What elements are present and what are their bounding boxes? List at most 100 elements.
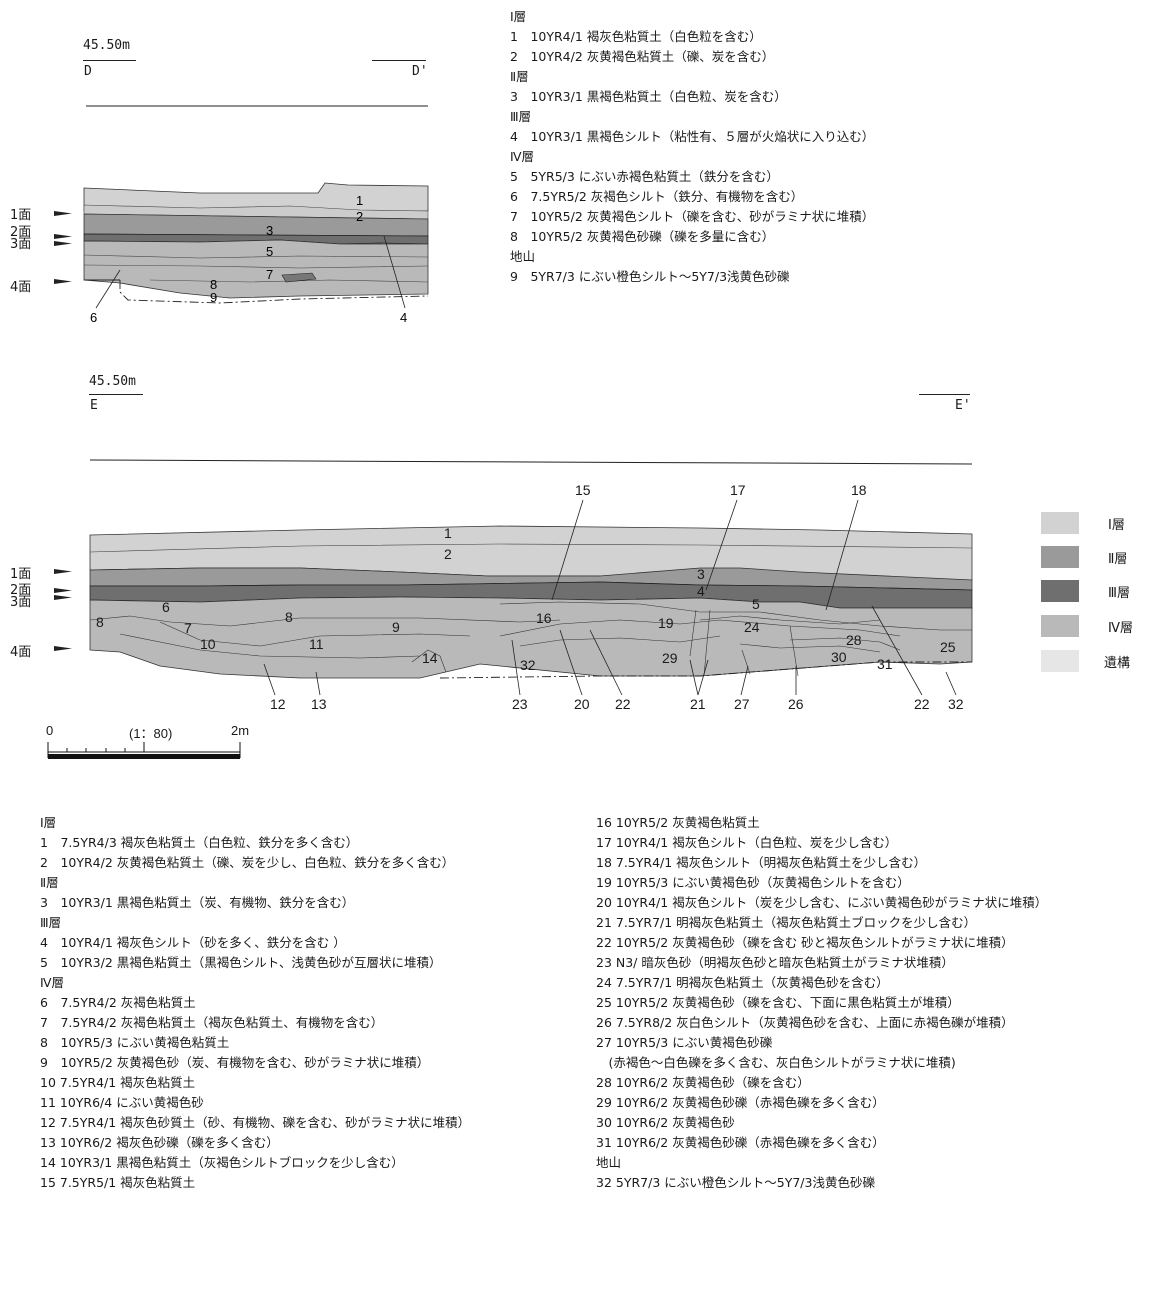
key-swatch-layer-1 <box>1041 512 1079 534</box>
surface-label-2: 2面 <box>10 225 32 240</box>
e-num-25: 25 <box>940 639 956 655</box>
e-callout-13: 13 <box>311 696 327 712</box>
legend-e-line: 7 7.5YR4/2 灰褐色粘質土（褐灰色粘質土、有機物を含む） <box>40 1015 384 1030</box>
profile-d-right-rule <box>372 60 426 61</box>
legend-e-line: 8 10YR5/3 にぶい黄褐色粘質土 <box>40 1035 230 1050</box>
e-num-7: 7 <box>184 620 192 636</box>
legend-e-line: 20 10YR4/1 褐灰色シルト（炭を少し含む、にぶい黄褐色砂がラミナ状に堆積… <box>596 895 1048 910</box>
surface-label-4: 4面 <box>10 645 32 660</box>
e-num-11: 11 <box>309 636 324 652</box>
legend-e-line: Ⅱ層 <box>40 875 59 890</box>
legend-d-line: 3 10YR3/1 黒褐色粘質土（白色粒、炭を含む） <box>510 89 787 104</box>
legend-e-line: 19 10YR5/3 にぶい黄褐色砂（灰黄褐色シルトを含む） <box>596 875 910 890</box>
legend-d-line: 1 10YR4/1 褐灰色粘質土（白色粒を含む） <box>510 29 762 44</box>
e-num-14: 14 <box>422 650 438 666</box>
legend-e-line: Ⅲ層 <box>40 915 62 930</box>
e-callout-22: 22 <box>615 696 631 712</box>
profile-e-elevation: 45.50m <box>89 374 136 389</box>
legend-e-line: 25 10YR5/2 灰黄褐色砂（礫を含む、下面に黒色粘質土が堆積） <box>596 995 960 1010</box>
surface-arrows <box>54 569 72 651</box>
legend-d-line: 9 5YR7/3 にぶい橙色シルト～5Y7/3浅黄色砂礫 <box>510 269 790 284</box>
scale-start: 0 <box>46 723 54 738</box>
legend-e-line: 6 7.5YR4/2 灰褐色粘質土 <box>40 995 196 1010</box>
legend-e-line: Ⅳ層 <box>40 975 65 990</box>
legend-e-line: 9 10YR5/2 灰黄褐色砂（炭、有機物を含む、砂がラミナ状に堆積） <box>40 1055 430 1070</box>
legend-e-line: 21 7.5YR7/1 明褐灰色粘質土（褐灰色粘質土ブロックを少し含む） <box>596 915 977 930</box>
e-callout-12: 12 <box>270 696 286 712</box>
legend-e-line: 10 7.5YR4/1 褐灰色粘質土 <box>40 1075 196 1090</box>
scale-end: 2m <box>231 723 250 738</box>
legend-d-line: 8 10YR5/2 灰黄褐色砂礫（礫を多量に含む） <box>510 229 775 244</box>
legend-e-line: 24 7.5YR7/1 明褐灰色粘質土（灰黄褐色砂を含む） <box>596 975 889 990</box>
profile-d-section: 1 2 3 5 7 8 9 6 4 <box>54 105 429 325</box>
key-label-layer-4: Ⅳ層 <box>1108 621 1133 636</box>
e-callout-22b: 22 <box>914 696 930 712</box>
d-num-2: 2 <box>356 209 363 224</box>
d-num-7: 7 <box>266 267 273 282</box>
legend-e-line: 13 10YR6/2 褐灰色砂礫（礫を多く含む） <box>40 1135 279 1150</box>
e-num-1: 1 <box>444 525 452 541</box>
e-num-8: 8 <box>285 609 293 625</box>
legend-e-line: 15 7.5YR5/1 褐灰色粘質土 <box>40 1175 196 1190</box>
e-num-3: 3 <box>697 566 705 582</box>
e-num-5: 5 <box>752 596 760 612</box>
e-num-4: 4 <box>697 583 705 599</box>
key-swatch-layer-2 <box>1041 546 1079 568</box>
d-num-9: 9 <box>210 290 217 305</box>
d-num-3: 3 <box>266 223 273 238</box>
legend-d-line: Ⅲ層 <box>510 109 532 124</box>
profile-e-section <box>54 459 973 696</box>
surface-arrows <box>54 211 72 284</box>
legend-e-line: 17 10YR4/1 褐灰色シルト（白色粒、炭を少し含む） <box>596 835 898 850</box>
e-callout-23: 23 <box>512 696 528 712</box>
legend-e-right: 16 10YR5/2 灰黄褐色粘質土 17 10YR4/1 褐灰色シルト（白色粒… <box>596 813 1047 1193</box>
legend-d-line: 4 10YR3/1 黒褐色シルト（粘性有、５層が火焔状に入り込む） <box>510 129 875 144</box>
e-num-8-left: 8 <box>96 614 104 630</box>
e-num-6: 6 <box>162 599 170 615</box>
e-num-32: 32 <box>520 657 536 673</box>
legend-e-line: 32 5YR7/3 にぶい橙色シルト～5Y7/3浅黄色砂礫 <box>596 1175 875 1190</box>
legend-d-line: Ⅳ層 <box>510 149 535 164</box>
key-label-layer-1: Ⅰ層 <box>1108 518 1125 533</box>
surface-label-3: 3面 <box>10 237 32 252</box>
d-num-5: 5 <box>266 244 273 259</box>
e-num-9: 9 <box>392 619 400 635</box>
legend-e-line: 12 7.5YR4/1 褐灰色砂質土（砂、有機物、礫を含む、砂がラミナ状に堆積） <box>40 1115 471 1130</box>
legend-e-line: 4 10YR4/1 褐灰色シルト（砂を多く、鉄分を含む ） <box>40 935 346 950</box>
profile-d-left-label: D <box>84 64 92 79</box>
legend-e-line: 5 10YR3/2 黒褐色粘質土（黒褐色シルト、浅黄色砂が互層状に堆積） <box>40 955 442 970</box>
surface-label-4: 4面 <box>10 280 32 295</box>
e-callout-20: 20 <box>574 696 590 712</box>
legend-e-line: 30 10YR6/2 灰黄褐色砂 <box>596 1115 735 1130</box>
profile-e-right-rule <box>919 394 970 395</box>
legend-e-line: 29 10YR6/2 灰黄褐色砂礫（赤褐色礫を多く含む） <box>596 1095 885 1110</box>
legend-d-line: Ⅰ層 <box>510 9 527 24</box>
legend-e-line: 2 10YR4/2 灰黄褐色粘質土（礫、炭を少し、白色粒、鉄分を多く含む） <box>40 855 455 870</box>
profile-e-right-label: E' <box>955 398 971 413</box>
legend-e-left: Ⅰ層 1 7.5YR4/3 褐灰色粘質土（白色粒、鉄分を多く含む） 2 10YR… <box>40 813 470 1193</box>
legend-e-line: 16 10YR5/2 灰黄褐色粘質土 <box>596 815 760 830</box>
key-label-layer-3: Ⅲ層 <box>1108 586 1130 601</box>
profile-d-right-label: D' <box>412 64 428 79</box>
legend-e-line: 14 10YR3/1 黒褐色粘質土（灰褐色シルトブロックを少し含む） <box>40 1155 404 1170</box>
key-label-feature: 遺構 <box>1104 656 1131 671</box>
profile-d-elevation-rule <box>83 60 136 61</box>
legend-d-line: 2 10YR4/2 灰黄褐色粘質土（礫、炭を含む） <box>510 49 775 64</box>
e-num-31: 31 <box>877 656 893 672</box>
e-callout-18: 18 <box>851 482 867 498</box>
scale-ratio: (1：80) <box>129 726 173 741</box>
e-callout-26: 26 <box>788 696 804 712</box>
e-num-19: 19 <box>658 615 674 631</box>
legend-d-line: 6 7.5YR5/2 灰褐色シルト（鉄分、有機物を含む） <box>510 189 804 204</box>
e-num-30: 30 <box>831 649 847 665</box>
legend-e-line: (赤褐色～白色礫を多く含む、灰白色シルトがラミナ状に堆積) <box>596 1055 956 1070</box>
legend-e-line: 地山 <box>596 1155 622 1170</box>
e-callout-15: 15 <box>575 482 591 498</box>
d-num-1: 1 <box>356 193 363 208</box>
legend-e-line: 22 10YR5/2 灰黄褐色砂（礫を含む 砂と褐灰色シルトがラミナ状に堆積） <box>596 935 1014 950</box>
d-num-4: 4 <box>400 310 407 325</box>
e-num-24: 24 <box>744 619 760 635</box>
legend-e-line: 31 10YR6/2 灰黄褐色砂礫（赤褐色礫を多く含む） <box>596 1135 885 1150</box>
scale-bar-graphic <box>47 742 241 759</box>
legend-e-line: 3 10YR3/1 黒褐色粘質土（炭、有機物、鉄分を含む） <box>40 895 355 910</box>
